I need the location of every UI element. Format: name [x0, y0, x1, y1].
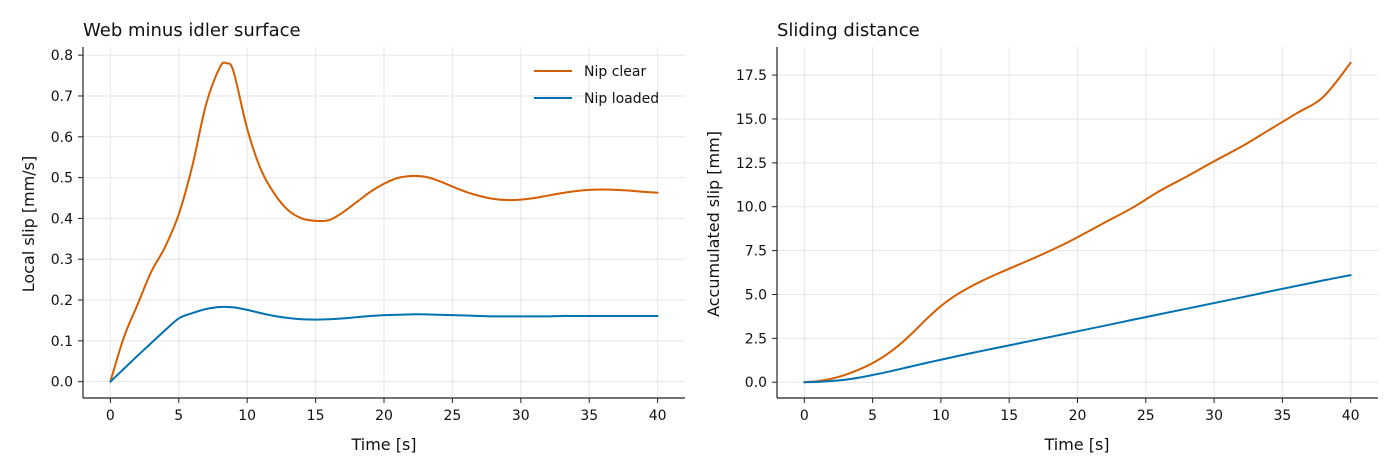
- x-tick-label: 5: [174, 408, 183, 424]
- x-tick-label: 10: [238, 408, 256, 424]
- grid-lines: [83, 47, 685, 398]
- panel-title: Sliding distance: [777, 20, 920, 41]
- y-axis-label: Local slip [mm/s]: [19, 156, 38, 292]
- y-tick-label: 7.5: [745, 244, 767, 260]
- series-line: [803, 61, 1352, 384]
- y-tick-label: 12.5: [736, 156, 767, 172]
- x-tick-label: 35: [1273, 408, 1291, 424]
- slip-rate-panel: Web minus idler surface Time [s] Local s…: [19, 20, 685, 454]
- y-tick-label: 0.1: [51, 334, 73, 350]
- sliding-distance-panel: Sliding distance Time [s] Accumulated sl…: [704, 20, 1378, 454]
- y-tick-label: 0.6: [51, 130, 73, 146]
- y-tick-label: 0.8: [51, 48, 73, 64]
- legend-label: Nip loaded: [584, 91, 659, 107]
- x-axis-label: Time [s]: [350, 435, 416, 454]
- y-tick-label: 0.7: [51, 89, 73, 105]
- x-tick-label: 30: [512, 408, 530, 424]
- grid-lines: [777, 47, 1378, 398]
- y-tick-label: 0.4: [51, 211, 73, 227]
- y-tick-label: 5.0: [745, 287, 767, 303]
- series-line: [109, 61, 659, 383]
- y-tick-label: 15.0: [736, 112, 767, 128]
- x-axis-label: Time [s]: [1043, 435, 1109, 454]
- y-tick-label: 0.2: [51, 293, 73, 309]
- x-tick-label: 35: [580, 408, 598, 424]
- x-tick-label: 25: [1137, 408, 1155, 424]
- x-tick-label: 40: [649, 408, 667, 424]
- y-tick-label: 0.5: [51, 171, 73, 187]
- x-tick-label: 15: [1000, 408, 1018, 424]
- legend: Nip clear Nip loaded: [534, 64, 659, 107]
- x-tick-label: 20: [1069, 408, 1087, 424]
- series-line: [109, 305, 659, 383]
- legend-label: Nip clear: [584, 64, 646, 80]
- y-tick-label: 0.0: [745, 375, 767, 391]
- y-tick-label: 10.0: [736, 200, 767, 216]
- panel-title: Web minus idler surface: [83, 20, 301, 41]
- series-line: [803, 274, 1352, 384]
- x-tick-label: 10: [932, 408, 950, 424]
- y-tick-label: 17.5: [736, 68, 767, 84]
- y-axis-label: Accumulated slip [mm]: [704, 131, 723, 317]
- y-tick-label: 0.3: [51, 252, 73, 268]
- x-tick-label: 20: [375, 408, 393, 424]
- y-tick-label: 2.5: [745, 331, 767, 347]
- x-tick-label: 0: [106, 408, 115, 424]
- x-tick-label: 30: [1205, 408, 1223, 424]
- x-tick-label: 25: [443, 408, 461, 424]
- x-tick-label: 5: [868, 408, 877, 424]
- x-tick-label: 15: [307, 408, 325, 424]
- x-tick-label: 0: [800, 408, 809, 424]
- y-tick-label: 0.0: [51, 375, 73, 391]
- x-tick-label: 40: [1342, 408, 1360, 424]
